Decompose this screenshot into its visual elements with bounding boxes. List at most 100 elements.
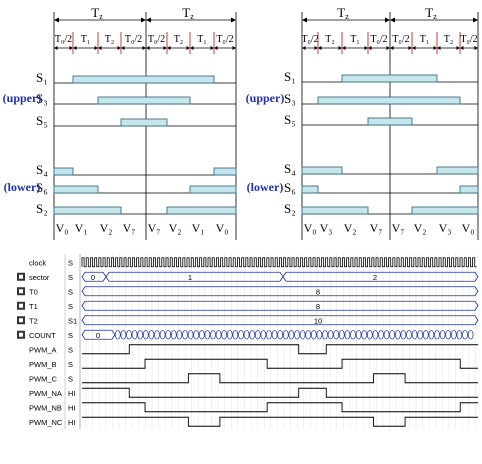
left-pwm-diagram: Tz Tz T₀/2 T₁ T₂ T₀/2 T₀/2 T₂ T₁ T₀/2 S₁ S₃ S₅ S₄ S₆ S₂… — [3, 5, 237, 240]
bus-trace — [81, 286, 479, 297]
signal-name: T2 — [29, 316, 38, 325]
counter-cell — [126, 330, 132, 340]
arrow-head — [368, 46, 372, 50]
counter-cell — [221, 330, 228, 340]
arrow-head — [54, 17, 59, 23]
segment-label: T₂ — [325, 34, 335, 45]
counter-cell — [378, 330, 384, 340]
bus-value: 8 — [316, 287, 320, 296]
arrow-head — [141, 17, 146, 23]
segment-label: T₂ — [444, 34, 454, 45]
pwm-trace — [82, 358, 478, 369]
bus-value: 2 — [373, 273, 377, 282]
counter-cell — [366, 330, 373, 340]
arrow-head — [167, 46, 171, 50]
counter-cell — [215, 330, 222, 340]
arrow-head — [73, 46, 77, 50]
counter-cell — [232, 330, 239, 340]
switch-label: S₄ — [36, 162, 48, 177]
arrow-head — [456, 46, 460, 50]
pwm-trace — [82, 344, 478, 355]
lower-group-label: (lower) — [247, 180, 284, 194]
counter-cell — [271, 330, 278, 340]
bus-icon-inner — [19, 318, 23, 323]
counter-cell — [456, 330, 463, 340]
switch-pulse — [367, 117, 413, 126]
bus-icon-inner — [19, 332, 23, 337]
counter-cell — [411, 330, 418, 340]
signal-name: PWM_B — [29, 360, 57, 369]
counter-cell — [266, 330, 272, 340]
period-label: Tz — [425, 5, 437, 21]
counter-cell — [131, 330, 138, 340]
counter-cell — [361, 330, 368, 340]
counter-cell — [383, 330, 390, 340]
segment-label: T₁ — [81, 34, 91, 45]
counter-cell — [355, 330, 362, 340]
counter-cell — [204, 330, 211, 340]
signal-name: PWM_NA — [29, 389, 62, 398]
vector-label: V₁ — [192, 221, 205, 235]
vector-label: V₂ — [100, 221, 113, 235]
counter-cell — [238, 330, 244, 340]
pwm-trace — [82, 387, 478, 398]
switch-pulse — [72, 75, 215, 84]
counter-cell — [170, 330, 177, 340]
bus-trace — [81, 315, 479, 326]
bus-trace — [81, 300, 479, 311]
signal-name: PWM_NC — [29, 418, 63, 427]
counter-cell — [137, 330, 144, 340]
counter-cell — [467, 330, 474, 340]
counter-cell — [350, 330, 356, 340]
counter-cell — [243, 330, 250, 340]
counter-cell — [176, 330, 183, 340]
vector-label: V₇ — [392, 221, 405, 235]
signal-value: S1 — [68, 316, 77, 325]
segment-label: T₁ — [350, 34, 360, 45]
bus-icon-inner — [19, 274, 23, 279]
vector-label: V₁ — [75, 221, 88, 235]
arrow-head — [142, 46, 146, 50]
counter-cell — [187, 330, 194, 340]
counter-cell — [277, 330, 284, 340]
arrow-head — [214, 46, 218, 50]
vector-label: V₂ — [344, 221, 357, 235]
vector-label: V₇ — [123, 221, 136, 235]
switch-label: S₆ — [36, 180, 48, 195]
period-label: Tz — [337, 5, 349, 21]
switch-pulse — [97, 96, 191, 105]
switch-pulse — [301, 206, 369, 215]
signal-name: sector — [29, 273, 50, 282]
bus-icon-inner — [19, 303, 23, 308]
counter-cell — [394, 330, 401, 340]
signal-value: HI — [68, 418, 76, 427]
arrow-head — [342, 46, 346, 50]
arrow-head — [474, 46, 478, 50]
switch-pulse — [53, 206, 122, 215]
arrow-head — [460, 46, 464, 50]
counter-cell — [299, 330, 306, 340]
bus-value: 1 — [188, 273, 192, 282]
counter-cell — [305, 330, 312, 340]
arrow-head — [433, 46, 437, 50]
counter-cell — [210, 330, 216, 340]
switch-pulse — [53, 185, 99, 194]
counter-cell — [159, 330, 166, 340]
switch-pulse — [189, 185, 237, 194]
arrow-head — [121, 46, 125, 50]
counter-cell — [254, 330, 261, 340]
switch-label: S₃ — [36, 91, 48, 106]
switch-label: S₄ — [284, 161, 296, 176]
period-label: Tz — [182, 5, 194, 21]
vector-label: V₃ — [439, 221, 452, 235]
segment-label: T₀/2 — [370, 34, 387, 45]
arrow-head — [146, 17, 151, 23]
counter-cell — [417, 330, 424, 340]
pwm-trace — [82, 416, 478, 427]
counter-cell — [333, 330, 340, 340]
signal-name: T1 — [29, 302, 38, 311]
arrow-head — [190, 46, 194, 50]
arrow-head — [98, 46, 102, 50]
counter-cell — [182, 330, 188, 340]
arrow-head — [146, 46, 150, 50]
